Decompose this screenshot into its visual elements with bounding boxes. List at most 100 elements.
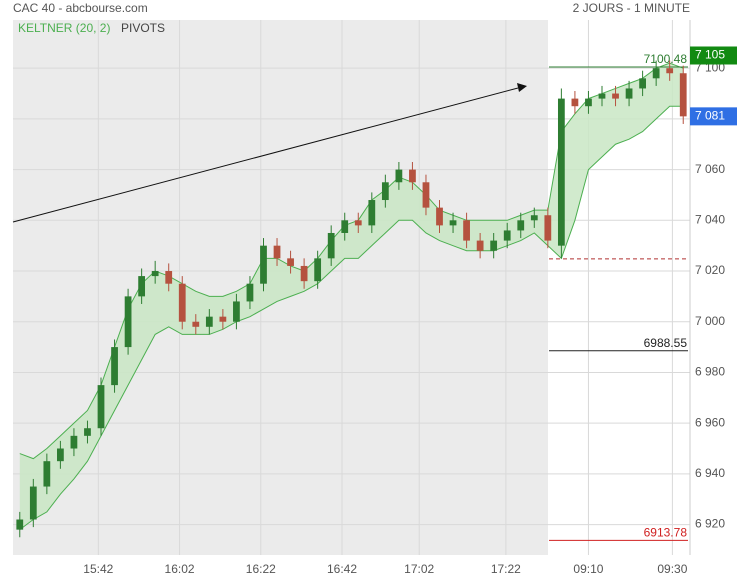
candle-body <box>449 220 457 226</box>
x-tick-label: 17:22 <box>491 562 521 576</box>
candle <box>598 85 606 107</box>
candle-body <box>151 271 159 277</box>
candle <box>490 232 498 259</box>
x-tick-label: 16:02 <box>165 562 195 576</box>
candle <box>571 90 579 114</box>
y-tick-label: 7 020 <box>695 263 725 277</box>
candle <box>557 88 565 259</box>
candle-body <box>625 88 633 99</box>
candle <box>395 161 403 190</box>
candle-body <box>409 169 416 183</box>
candle-body <box>381 182 389 201</box>
candle <box>612 85 619 107</box>
axes: 6 920 6 940 6 960 6 980 7 000 7 020 7 040 7 060… <box>83 46 737 576</box>
candle-body <box>612 93 619 99</box>
candle-body <box>300 265 308 282</box>
chart-title: CAC 40 - abcbourse.com <box>13 1 148 15</box>
candle-body <box>436 207 443 226</box>
candle-body <box>571 98 579 107</box>
candle <box>219 309 227 330</box>
candle-body <box>557 98 565 246</box>
candle-body <box>341 220 349 233</box>
grid <box>13 20 690 555</box>
candle <box>273 238 281 266</box>
candle <box>29 478 37 528</box>
candle-body <box>16 519 24 530</box>
candle <box>585 90 592 114</box>
y-tick-label: 6 960 <box>695 415 725 429</box>
candle-body <box>314 258 322 282</box>
candle <box>639 70 646 97</box>
candle-body <box>165 271 173 284</box>
candle <box>544 207 552 249</box>
price-tag-label: 7 105 <box>695 48 725 62</box>
candle-body <box>111 347 118 386</box>
candle <box>43 453 51 495</box>
candle-body <box>666 68 674 74</box>
candle <box>57 440 64 469</box>
x-tick-label: 15:42 <box>83 562 113 576</box>
x-tick-label: 16:22 <box>246 562 276 576</box>
y-tick-label: 7 000 <box>695 314 725 328</box>
y-tick-label: 6 940 <box>695 466 725 480</box>
candle-body <box>29 486 37 520</box>
legend-keltner: KELTNER (20, 2) <box>18 21 110 35</box>
pivot-label: 7100.48 <box>644 52 688 66</box>
candle-body <box>233 301 240 322</box>
candle-body <box>530 215 538 221</box>
candle <box>625 80 633 107</box>
candle <box>679 65 687 124</box>
candle <box>517 212 525 239</box>
candle <box>70 428 78 457</box>
x-tick-label: 17:02 <box>404 562 434 576</box>
arrow-head <box>517 83 527 92</box>
candle-body <box>463 220 470 241</box>
candle <box>449 212 457 233</box>
candle <box>422 174 430 216</box>
candle <box>436 200 443 233</box>
pivot-label: 6913.78 <box>644 526 688 540</box>
price-tag <box>690 107 737 126</box>
candle <box>409 161 416 190</box>
y-tick-label: 6 920 <box>695 517 725 531</box>
x-tick-label: 09:30 <box>657 562 687 576</box>
x-tick-label: 09:10 <box>573 562 603 576</box>
candle-body <box>124 296 132 348</box>
candle-body <box>57 448 64 462</box>
candle <box>530 207 538 228</box>
candle-body <box>652 68 660 79</box>
candle-body <box>585 98 592 107</box>
candle <box>666 60 674 81</box>
candle <box>381 174 389 208</box>
candle <box>463 212 470 249</box>
candle <box>205 309 213 335</box>
x-tick-label: 16:42 <box>327 562 357 576</box>
candle-body <box>70 435 78 449</box>
candle-body <box>43 461 51 487</box>
candle-body <box>97 385 105 429</box>
pivot-label: 6988.55 <box>644 336 688 350</box>
candle-body <box>260 245 267 284</box>
candle <box>341 212 349 241</box>
candle <box>354 212 362 233</box>
candle <box>151 260 159 284</box>
y-tick-label: 7 060 <box>695 162 725 176</box>
candle-body <box>273 245 281 259</box>
candle-body <box>679 73 687 117</box>
candle <box>327 225 335 266</box>
candle-body <box>287 258 294 266</box>
candle-body <box>490 240 498 251</box>
arrow-line <box>12 87 519 223</box>
candle <box>260 238 267 292</box>
candle-body <box>354 220 362 226</box>
candle <box>314 250 322 289</box>
candle-body <box>476 240 484 251</box>
candle <box>503 222 511 249</box>
candle <box>97 377 105 436</box>
candle <box>652 60 660 86</box>
candle-body <box>246 283 254 302</box>
candle-body <box>422 182 430 208</box>
candle-body <box>517 220 525 231</box>
candle-body <box>219 316 227 322</box>
